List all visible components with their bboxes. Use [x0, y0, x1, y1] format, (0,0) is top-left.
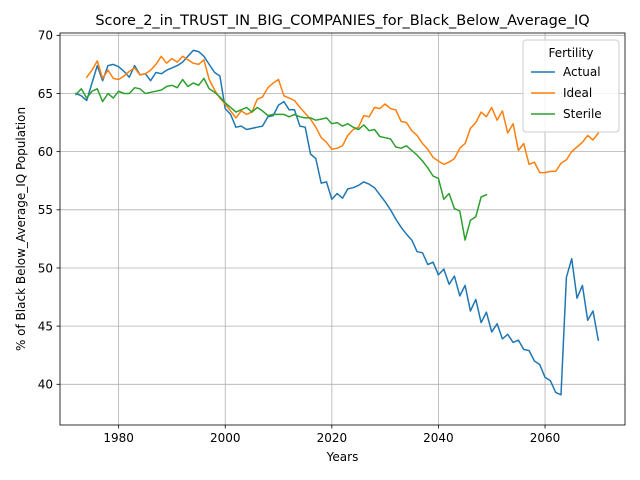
legend-box — [522, 39, 620, 133]
x-tick-label: 2020 — [317, 431, 348, 445]
plot-frame — [59, 32, 626, 426]
series-line-actual — [75, 49, 600, 396]
y-axis-label: % of Black Below_Average_IQ Population — [14, 107, 28, 351]
x-tick-label: 1980 — [103, 431, 134, 445]
x-tick-label: 2000 — [210, 431, 241, 445]
chart-title: Score_2_in_TRUST_IN_BIG_COMPANIES_for_Bl… — [95, 13, 589, 29]
legend-label-ideal: Ideal — [563, 86, 592, 100]
legend-title: Fertility — [548, 46, 593, 60]
series-lines — [74, 49, 600, 396]
legend-label-sterile: Sterile — [563, 107, 602, 121]
legend: Fertility Actual Ideal Sterile — [522, 39, 620, 133]
legend-label-actual: Actual — [563, 65, 601, 79]
y-tick-label: 50 — [38, 261, 53, 275]
y-tick-label: 65 — [38, 87, 53, 101]
grid — [60, 33, 625, 425]
series-line-ideal — [85, 55, 600, 174]
x-tick-label: 2060 — [530, 431, 561, 445]
x-tick-label: 2040 — [423, 431, 454, 445]
series-line-sterile — [74, 77, 488, 241]
y-tick-label: 45 — [38, 319, 53, 333]
y-tick-label: 60 — [38, 145, 53, 159]
x-axis-label: Years — [326, 450, 359, 464]
y-tick-label: 70 — [38, 29, 53, 43]
legend-items: Actual Ideal Sterile — [531, 65, 602, 121]
y-tick-label: 55 — [38, 203, 53, 217]
axis-ticks: 1980 2000 2020 2040 2060 40 45 50 55 60 65 70 — [38, 29, 561, 445]
y-tick-label: 40 — [38, 378, 53, 392]
